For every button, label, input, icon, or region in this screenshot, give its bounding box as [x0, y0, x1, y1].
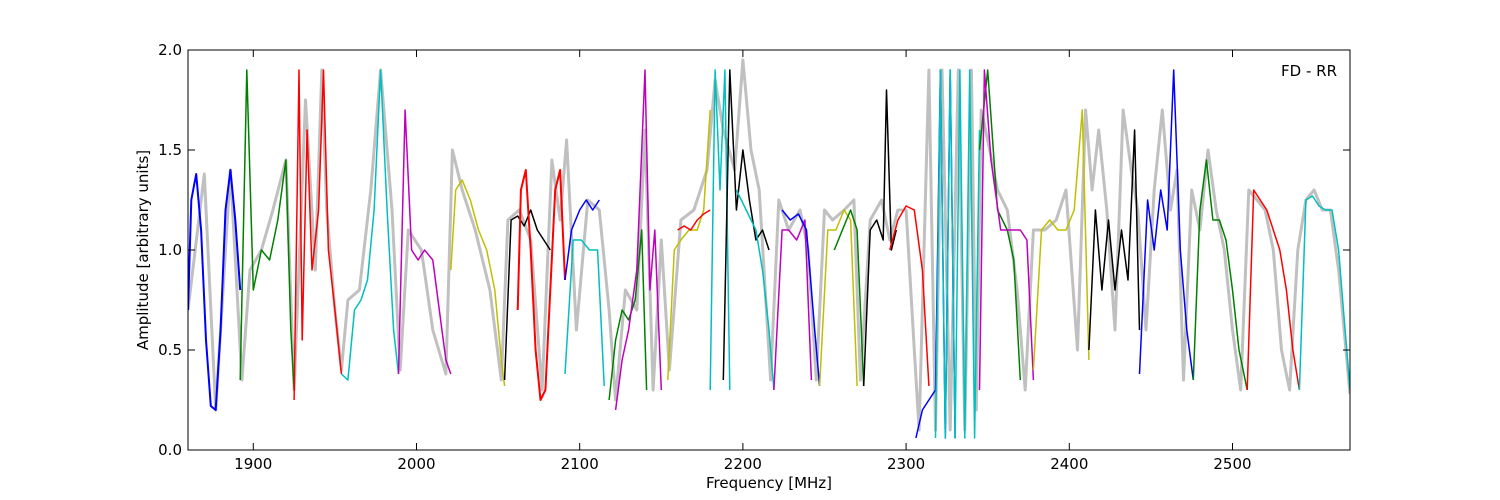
series-line — [818, 209, 858, 387]
series-line — [450, 179, 506, 387]
series-line — [833, 209, 865, 387]
series-line — [564, 199, 600, 281]
x-axis-label: Frequency [MHz] — [706, 474, 832, 492]
series-line — [722, 69, 770, 381]
series-line — [239, 69, 295, 391]
x-tick-label: 1900 — [234, 455, 272, 473]
y-axis-label: Amplitude [arbitrary units] — [134, 150, 152, 350]
series-line — [667, 109, 711, 381]
series-line — [503, 209, 551, 381]
series-line — [1192, 159, 1248, 391]
y-tick-label: 1.5 — [158, 141, 182, 159]
y-tick-label: 0.0 — [158, 441, 182, 459]
x-tick-label: 2400 — [1050, 455, 1088, 473]
chart-series-group — [188, 58, 1350, 439]
series-line — [862, 89, 898, 387]
series-line — [978, 69, 1035, 391]
series-line — [564, 239, 605, 387]
series-line — [978, 69, 1022, 381]
series-line — [735, 189, 775, 391]
series-line — [397, 109, 452, 375]
axis-ticks-group: 1900 2000 2100 2200 2300 2400 2500 0.0 0.5 1.0 1.5… — [158, 41, 1350, 473]
x-tick-label: 2500 — [1213, 455, 1251, 473]
series-line — [709, 69, 731, 391]
x-tick-label: 2300 — [887, 455, 925, 473]
y-tick-label: 0.5 — [158, 341, 182, 359]
series-line — [1246, 189, 1301, 391]
plot-annotation: FD - RR — [1281, 62, 1337, 80]
x-tick-label: 2000 — [397, 455, 435, 473]
series-line — [1138, 69, 1195, 381]
series-line — [188, 58, 1350, 432]
series-line — [1032, 109, 1090, 371]
y-tick-label: 2.0 — [158, 41, 182, 59]
series-line — [781, 209, 821, 387]
series-line — [1298, 195, 1350, 391]
series-line — [516, 169, 566, 401]
series-line — [773, 219, 813, 391]
series-line — [614, 69, 663, 411]
series-line — [889, 205, 930, 387]
x-tick-label: 2200 — [724, 455, 762, 473]
series-line — [340, 69, 400, 381]
series-line — [677, 209, 711, 231]
series-line — [934, 69, 981, 439]
x-tick-label: 2100 — [561, 455, 599, 473]
series-line — [608, 229, 648, 401]
y-tick-label: 1.0 — [158, 241, 182, 259]
series-line — [1088, 129, 1141, 351]
series-line — [293, 69, 343, 401]
series-line — [188, 169, 242, 411]
